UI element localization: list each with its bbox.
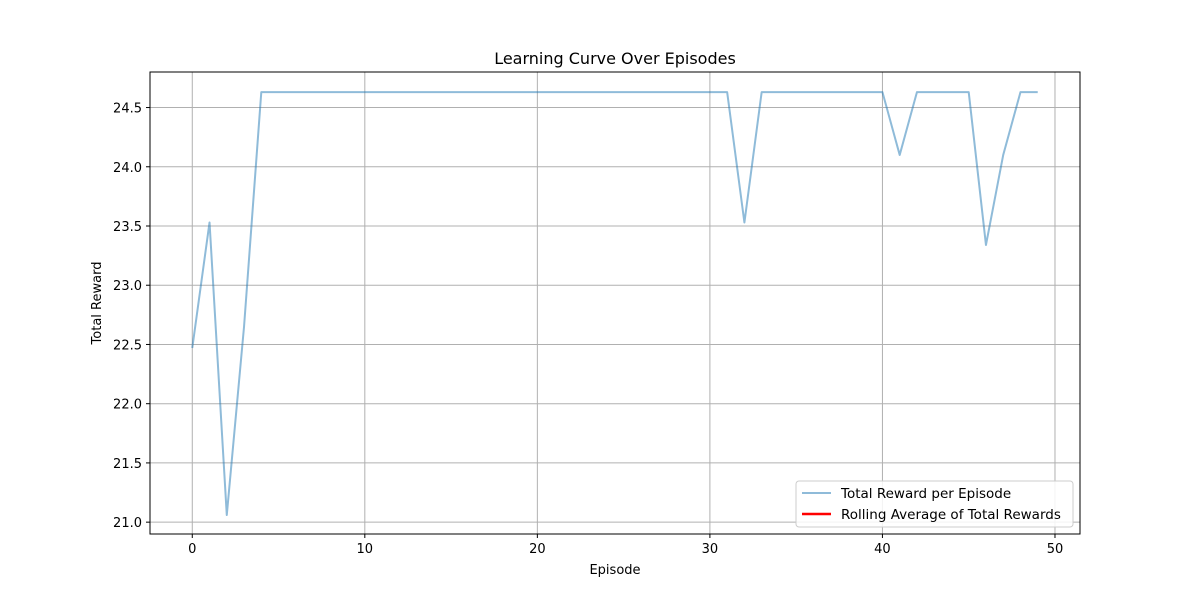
x-tick-label: 50	[1047, 542, 1064, 557]
series-line-0	[191, 91, 1038, 517]
y-tick-label: 24.0	[113, 161, 142, 176]
grid-lines	[150, 72, 1080, 534]
y-tick-label: 22.0	[113, 398, 142, 413]
y-tick-label: 22.5	[113, 338, 142, 353]
y-tick-label: 23.5	[113, 220, 142, 235]
plot-area-frame	[149, 71, 1081, 535]
legend-label-rolling-average: Rolling Average of Total Rewards	[841, 507, 1061, 523]
x-tick-label: 30	[702, 542, 719, 557]
y-axis-label: Total Reward	[90, 262, 105, 346]
y-tick-label: 23.0	[113, 279, 142, 294]
axis-ticks: 0 10 20 30 40 50 21.0 21.5 22.0 22.5 23.0 23.5 24.0 2…	[113, 102, 1063, 557]
legend: Total Reward per Episode Rolling Average…	[795, 480, 1074, 528]
y-tick-label: 21.5	[113, 457, 142, 472]
legend-box	[795, 480, 1074, 528]
x-tick-label: 10	[357, 542, 374, 557]
series-layer	[191, 91, 1038, 517]
legend-label-total-reward: Total Reward per Episode	[840, 486, 1011, 502]
x-tick-label: 40	[874, 542, 891, 557]
chart-title: Learning Curve Over Episodes	[494, 49, 736, 68]
x-axis-label: Episode	[589, 563, 640, 578]
x-tick-label: 20	[529, 542, 546, 557]
y-tick-label: 21.0	[113, 516, 142, 531]
x-tick-label: 0	[188, 542, 196, 557]
y-tick-label: 24.5	[113, 102, 142, 117]
